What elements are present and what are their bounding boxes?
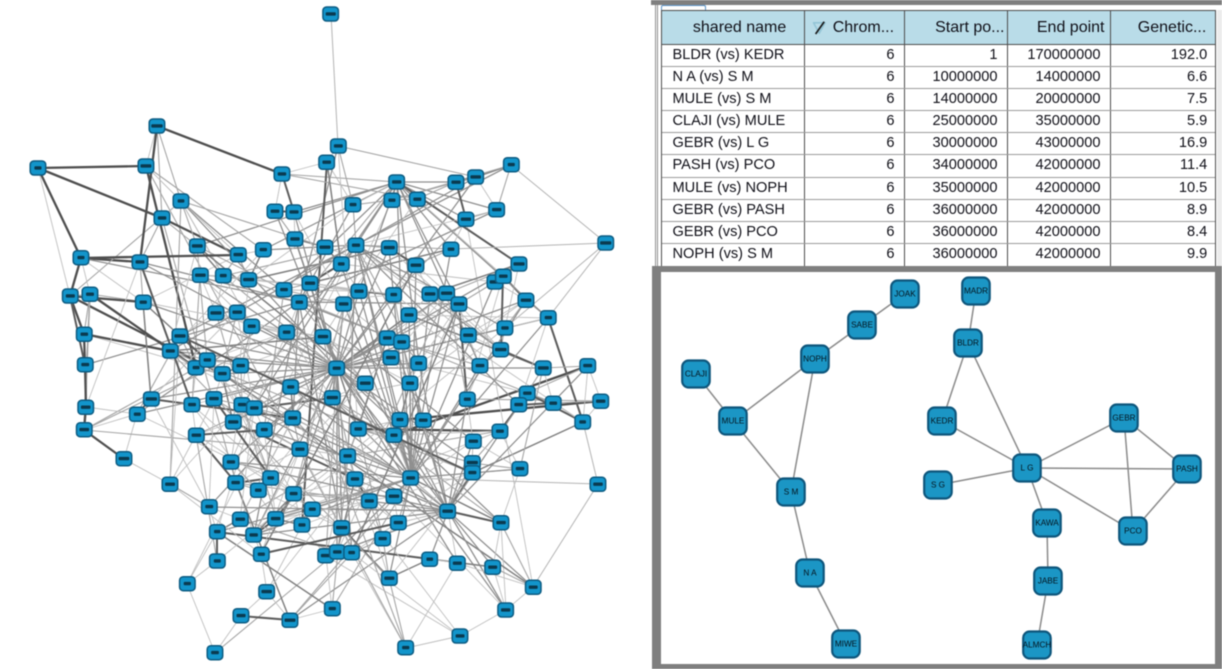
svg-text:CLAJI: CLAJI bbox=[685, 370, 707, 379]
svg-text:N A: N A bbox=[803, 569, 817, 578]
svg-text:KAWA: KAWA bbox=[1035, 519, 1059, 528]
svg-text:MIWE: MIWE bbox=[835, 640, 858, 649]
svg-text:ALMCH: ALMCH bbox=[1023, 641, 1052, 650]
svg-text:PASH: PASH bbox=[1176, 465, 1198, 474]
svg-text:GEBR: GEBR bbox=[1112, 414, 1135, 423]
svg-text:JOAK: JOAK bbox=[894, 290, 916, 299]
svg-text:PCO: PCO bbox=[1124, 527, 1142, 536]
svg-text:BLDR: BLDR bbox=[957, 339, 979, 348]
svg-text:JABE: JABE bbox=[1038, 577, 1059, 586]
svg-text:MADR: MADR bbox=[964, 287, 988, 296]
svg-text:KEDR: KEDR bbox=[931, 417, 954, 426]
svg-text:NOPH: NOPH bbox=[803, 355, 827, 364]
svg-text:S M: S M bbox=[784, 488, 799, 497]
svg-text:SABE: SABE bbox=[851, 321, 873, 330]
svg-text:S G: S G bbox=[931, 481, 945, 490]
svg-text:L G: L G bbox=[1021, 464, 1034, 473]
svg-text:MULE: MULE bbox=[722, 417, 745, 426]
